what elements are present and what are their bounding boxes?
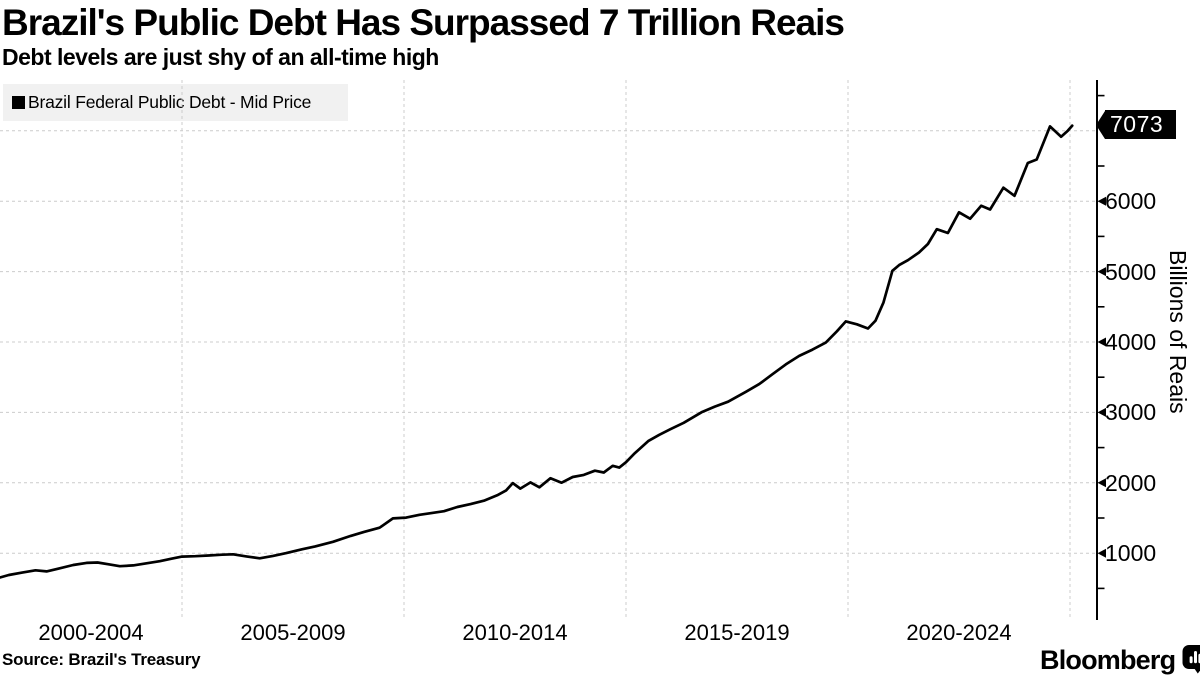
y-tick-label: 6000 [1105,188,1157,215]
y-axis-major-tick-icon [1097,548,1106,558]
bloomberg-wordmark: Bloomberg [1040,644,1176,675]
legend: Brazil Federal Public Debt - Mid Price [3,84,348,121]
y-tick-label: 5000 [1105,258,1157,285]
legend-marker-square-icon [12,96,25,109]
last-value-badge: 7073 [1096,110,1177,139]
x-tick-label: 2000-2004 [38,620,144,645]
y-axis-major-tick-icon [1097,407,1106,417]
source-note: Source: Brazil's Treasury [2,650,201,669]
debt-line-series [0,124,1074,579]
y-axis-title: Billions of Reais [1165,250,1191,414]
x-tick-label: 2020-2024 [906,620,1012,645]
y-tick-label: 3000 [1105,399,1157,426]
y-axis-major-tick-icon [1097,267,1106,277]
legend-label: Brazil Federal Public Debt - Mid Price [28,92,312,112]
badge-arrow-icon [1096,110,1105,139]
bloomberg-icon [1182,645,1200,674]
y-axis-major-tick-icon [1097,196,1106,206]
bloomberg-logo: Bloomberg [1040,644,1200,675]
y-tick-label: 2000 [1105,469,1157,496]
chart-subtitle: Debt levels are just shy of an all-time … [2,44,439,70]
y-axis-major-tick-icon [1097,337,1106,347]
last-value-text: 7073 [1105,110,1177,139]
chart-title: Brazil's Public Debt Has Surpassed 7 Tri… [2,2,845,43]
y-axis-major-tick-icon [1097,478,1106,488]
y-tick-label: 1000 [1105,540,1157,567]
x-tick-label: 2015-2019 [684,620,790,645]
x-tick-label: 2010-2014 [462,620,568,645]
x-tick-label: 2005-2009 [240,620,346,645]
y-tick-label: 4000 [1105,329,1157,355]
